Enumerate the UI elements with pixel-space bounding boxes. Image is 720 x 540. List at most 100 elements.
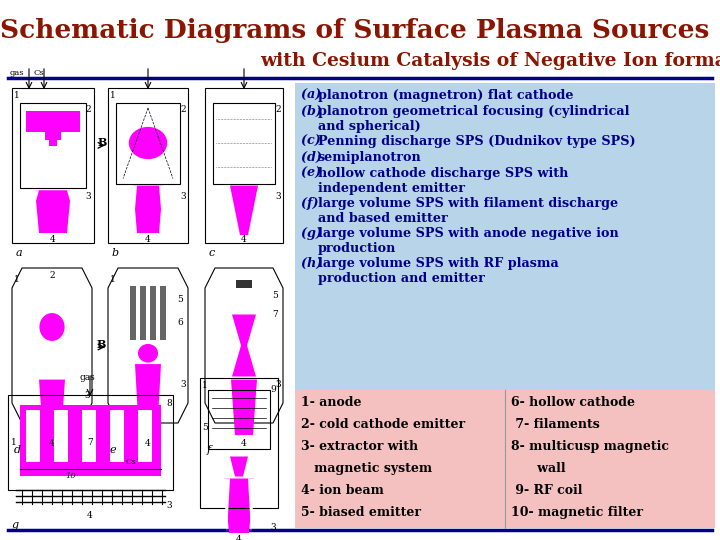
Bar [45, 132, 61, 140]
Text: gas: gas [80, 373, 96, 381]
Bar [200, 378, 278, 508]
Text: 3: 3 [180, 192, 186, 201]
Polygon shape [230, 186, 258, 235]
Text: 7- filaments: 7- filaments [511, 418, 600, 431]
Text: 1: 1 [110, 91, 116, 100]
Bar [138, 410, 152, 462]
Polygon shape [135, 364, 161, 435]
Bar [130, 286, 136, 340]
Polygon shape [12, 268, 92, 423]
Polygon shape [248, 478, 255, 533]
Bar [160, 286, 166, 340]
Text: (a): (a) [301, 89, 325, 102]
Text: 10- magnetic filter: 10- magnetic filter [511, 506, 643, 519]
Polygon shape [67, 190, 79, 233]
Text: 7: 7 [272, 310, 278, 319]
Bar [12, 88, 94, 243]
Bar [236, 280, 252, 288]
Text: 3: 3 [84, 390, 90, 400]
Text: 7: 7 [87, 438, 93, 447]
Text: gas: gas [10, 69, 24, 77]
Polygon shape [224, 478, 254, 533]
Text: planotron (magnetron) flat cathode: planotron (magnetron) flat cathode [318, 89, 573, 102]
Polygon shape [130, 186, 137, 233]
Polygon shape [159, 186, 166, 233]
Text: 2: 2 [275, 105, 281, 114]
Ellipse shape [40, 313, 65, 341]
Text: (c): (c) [301, 135, 325, 148]
Text: 3- extractor with: 3- extractor with [301, 440, 418, 453]
Text: a: a [16, 248, 22, 258]
Text: 8: 8 [166, 399, 172, 408]
Text: magnetic system: magnetic system [301, 462, 432, 475]
Text: 1: 1 [14, 91, 20, 100]
Text: 3: 3 [270, 523, 276, 532]
Bar [295, 390, 715, 528]
Bar [208, 390, 270, 449]
Text: Cs: Cs [34, 69, 45, 77]
Text: 2: 2 [85, 105, 91, 114]
Text: 9: 9 [270, 386, 276, 395]
Text: 5: 5 [272, 292, 278, 300]
Bar [20, 103, 86, 188]
Bar [205, 88, 283, 243]
Text: 4: 4 [50, 234, 56, 244]
Ellipse shape [138, 344, 158, 362]
Text: Penning discharge SPS (Dudnikov type SPS): Penning discharge SPS (Dudnikov type SPS… [318, 135, 635, 148]
Text: (g): (g) [301, 227, 326, 240]
Text: wall: wall [511, 462, 566, 475]
Text: 3: 3 [275, 380, 281, 389]
Text: 5: 5 [202, 423, 208, 432]
Text: 2- cold cathode emitter: 2- cold cathode emitter [301, 418, 465, 431]
Text: 4- ion beam: 4- ion beam [301, 484, 384, 497]
Text: e: e [110, 445, 117, 455]
Ellipse shape [129, 127, 167, 159]
Polygon shape [27, 190, 39, 233]
Text: B: B [97, 340, 107, 350]
Text: 4: 4 [49, 438, 55, 448]
Polygon shape [133, 186, 163, 233]
Text: 4: 4 [145, 438, 151, 448]
Polygon shape [35, 190, 71, 233]
Text: 3: 3 [85, 192, 91, 201]
Bar [213, 103, 275, 184]
Text: (e): (e) [301, 167, 325, 180]
Text: d: d [14, 445, 21, 455]
Polygon shape [108, 268, 188, 423]
Text: Schematic Diagrams of Surface Plasma Sources: Schematic Diagrams of Surface Plasma Sou… [0, 18, 710, 43]
Bar [82, 410, 96, 462]
Text: 1- anode: 1- anode [301, 396, 361, 409]
Text: 3: 3 [166, 501, 172, 510]
Text: 8- multicusp magnetic: 8- multicusp magnetic [511, 440, 669, 453]
Polygon shape [232, 314, 256, 376]
Text: 4: 4 [241, 438, 247, 448]
Text: (d): (d) [301, 151, 326, 164]
Bar [54, 410, 68, 462]
Text: c: c [209, 248, 215, 258]
Text: 10: 10 [65, 472, 76, 480]
Text: (f): (f) [301, 197, 323, 210]
Polygon shape [231, 380, 257, 435]
Text: f: f [207, 445, 211, 455]
Text: large volume SPS with filament discharge
and based emitter: large volume SPS with filament discharge… [318, 197, 618, 225]
Text: B: B [98, 137, 107, 148]
Text: (h): (h) [301, 257, 327, 270]
Polygon shape [223, 478, 230, 533]
Text: semiplanotron: semiplanotron [318, 151, 421, 164]
Text: hollow cathode discharge SPS with
independent emitter: hollow cathode discharge SPS with indepe… [318, 167, 568, 195]
Bar [140, 286, 146, 340]
Bar [150, 286, 156, 340]
Polygon shape [230, 456, 248, 476]
Bar [116, 103, 180, 184]
Text: 5: 5 [177, 294, 183, 303]
Text: 3: 3 [180, 380, 186, 389]
Text: 1: 1 [110, 275, 116, 285]
Bar [49, 140, 57, 146]
Text: 6- hollow cathode: 6- hollow cathode [511, 396, 635, 409]
Text: planotron geometrical focusing (cylindrical
and spherical): planotron geometrical focusing (cylindri… [318, 105, 629, 133]
Bar [20, 405, 161, 476]
Text: b: b [112, 248, 119, 258]
Text: 4: 4 [87, 511, 93, 521]
Text: 5- biased emitter: 5- biased emitter [301, 506, 421, 519]
Text: g: g [12, 520, 19, 530]
